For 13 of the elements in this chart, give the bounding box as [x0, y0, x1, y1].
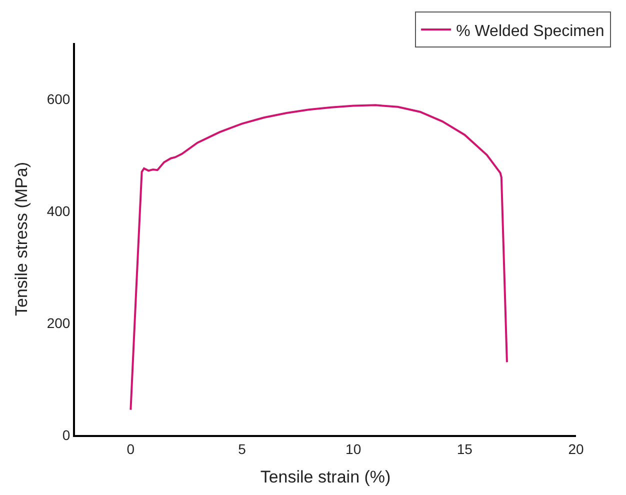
y-tick-label: 400	[46, 202, 70, 219]
x-tick-label: 10	[346, 440, 362, 457]
legend-label: % Welded Specimen	[456, 22, 604, 40]
x-tick-label: 0	[126, 440, 135, 457]
x-tick-label: 20	[568, 440, 584, 457]
line-series	[130, 104, 508, 411]
y-tick-label: 200	[46, 314, 70, 331]
x-tick-label: 15	[456, 440, 473, 457]
y-tick-label: 600	[46, 90, 70, 107]
y-axis-title: Tensile stress (MPa)	[12, 162, 31, 316]
x-tick-label: 5	[238, 440, 246, 457]
x-axis-title: Tensile strain (%)	[260, 468, 391, 487]
y-tick-label: 0	[62, 426, 70, 443]
